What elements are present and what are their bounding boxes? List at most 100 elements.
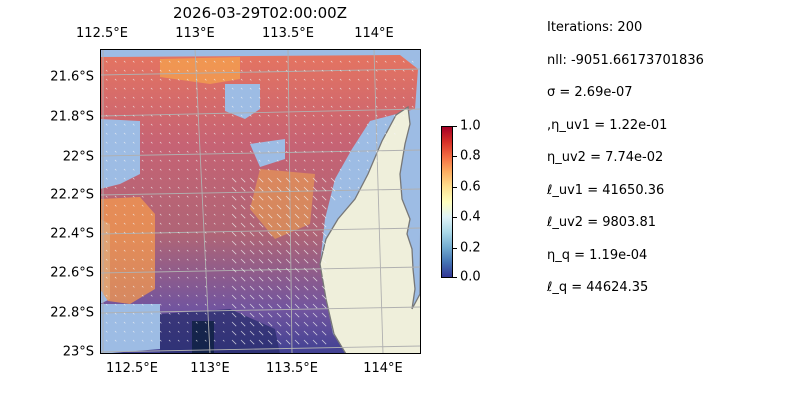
vector-arrow — [330, 78, 333, 81]
vector-arrow — [150, 249, 153, 252]
vector-arrow — [285, 285, 291, 291]
vector-arrow — [114, 150, 117, 153]
vector-arrow — [285, 321, 291, 327]
vector-arrow — [159, 231, 162, 234]
vector-arrow — [132, 60, 135, 63]
vector-arrow — [150, 213, 153, 216]
vector-arrow — [141, 258, 144, 261]
colorbar-tick: 0.8 — [460, 148, 481, 164]
vector-arrow — [114, 276, 117, 279]
vector-arrow — [231, 168, 234, 171]
current-vectors — [105, 60, 414, 345]
vector-arrow — [213, 231, 216, 234]
vector-arrow — [123, 330, 126, 333]
vector-arrow — [105, 114, 108, 117]
vector-arrow — [249, 177, 255, 183]
vector-arrow — [168, 330, 171, 333]
vector-arrow — [276, 240, 282, 246]
vector-arrow — [249, 168, 252, 171]
vector-arrow — [321, 204, 327, 210]
vector-arrow — [186, 204, 189, 207]
vector-arrow — [249, 150, 252, 153]
vector-arrow — [159, 132, 162, 135]
vector-arrow — [177, 213, 180, 216]
vector-arrow — [132, 114, 135, 117]
vector-arrow — [204, 132, 207, 135]
vector-arrow — [105, 150, 108, 153]
vector-arrow — [177, 159, 180, 162]
vector-arrow — [285, 87, 288, 90]
vector-arrow — [222, 132, 225, 135]
vector-arrow — [258, 231, 264, 237]
vector-arrow — [195, 69, 198, 72]
vector-arrow — [204, 69, 207, 72]
vector-arrow — [222, 78, 225, 81]
vector-arrow — [267, 303, 273, 309]
vector-arrow — [159, 222, 162, 225]
vector-arrow — [168, 159, 171, 162]
vector-arrow — [231, 150, 234, 153]
vector-arrow — [168, 240, 171, 243]
vector-arrow — [366, 114, 369, 117]
vector-arrow — [222, 339, 225, 342]
vector-arrow — [114, 141, 117, 144]
vector-arrow — [240, 186, 246, 192]
vector-arrow — [159, 141, 162, 144]
vector-arrow — [249, 321, 255, 327]
vector-arrow — [348, 123, 351, 126]
vector-arrow — [312, 249, 318, 255]
vector-arrow — [150, 330, 153, 333]
vector-arrow — [240, 240, 246, 246]
vector-arrow — [204, 321, 207, 324]
vector-arrow — [141, 303, 144, 306]
vector-arrow — [123, 339, 126, 342]
vector-arrow — [204, 186, 207, 189]
vector-arrow — [213, 222, 216, 225]
vector-arrow — [159, 303, 162, 306]
vector-arrow — [294, 159, 297, 162]
vector-arrow — [123, 312, 126, 315]
vector-arrow — [276, 321, 282, 327]
vector-arrow — [123, 123, 126, 126]
vector-arrow — [276, 213, 282, 219]
vector-arrow — [177, 87, 180, 90]
top-lon-tick: 114°E — [354, 26, 394, 41]
vector-arrow — [276, 150, 279, 153]
vector-arrow — [132, 276, 135, 279]
vector-arrow — [375, 114, 378, 117]
vector-arrow — [195, 168, 198, 171]
vector-arrow — [168, 249, 171, 252]
vector-arrow — [186, 285, 189, 288]
vector-arrow — [285, 195, 291, 201]
lat-tick: 22.2°S — [50, 187, 94, 203]
vector-arrow — [312, 159, 315, 162]
vector-arrow — [294, 105, 297, 108]
vector-arrow — [195, 267, 198, 270]
vector-arrow — [303, 132, 306, 135]
vector-arrow — [231, 114, 234, 117]
vector-arrow — [168, 105, 171, 108]
vector-arrow — [168, 168, 171, 171]
vector-arrow — [312, 105, 315, 108]
vector-arrow — [312, 60, 315, 63]
vector-arrow — [114, 177, 117, 180]
vector-arrow — [231, 240, 237, 246]
vector-arrow — [195, 96, 198, 99]
vector-arrow — [294, 69, 297, 72]
vector-arrow — [150, 258, 153, 261]
vector-arrow — [348, 87, 351, 90]
vector-arrow — [276, 249, 282, 255]
param-l-q: ℓ_q = 44624.35 — [547, 280, 649, 295]
vector-arrow — [105, 285, 108, 288]
vector-arrow — [375, 150, 378, 153]
vector-arrow — [213, 240, 216, 243]
vector-arrow — [204, 114, 207, 117]
vector-arrow — [159, 186, 162, 189]
vector-arrow — [249, 303, 255, 309]
vector-arrow — [195, 204, 198, 207]
vector-arrow — [123, 294, 126, 297]
vector-arrow — [123, 240, 126, 243]
vector-arrow — [258, 267, 264, 273]
vector-arrow — [159, 87, 162, 90]
vector-arrow — [303, 294, 309, 300]
